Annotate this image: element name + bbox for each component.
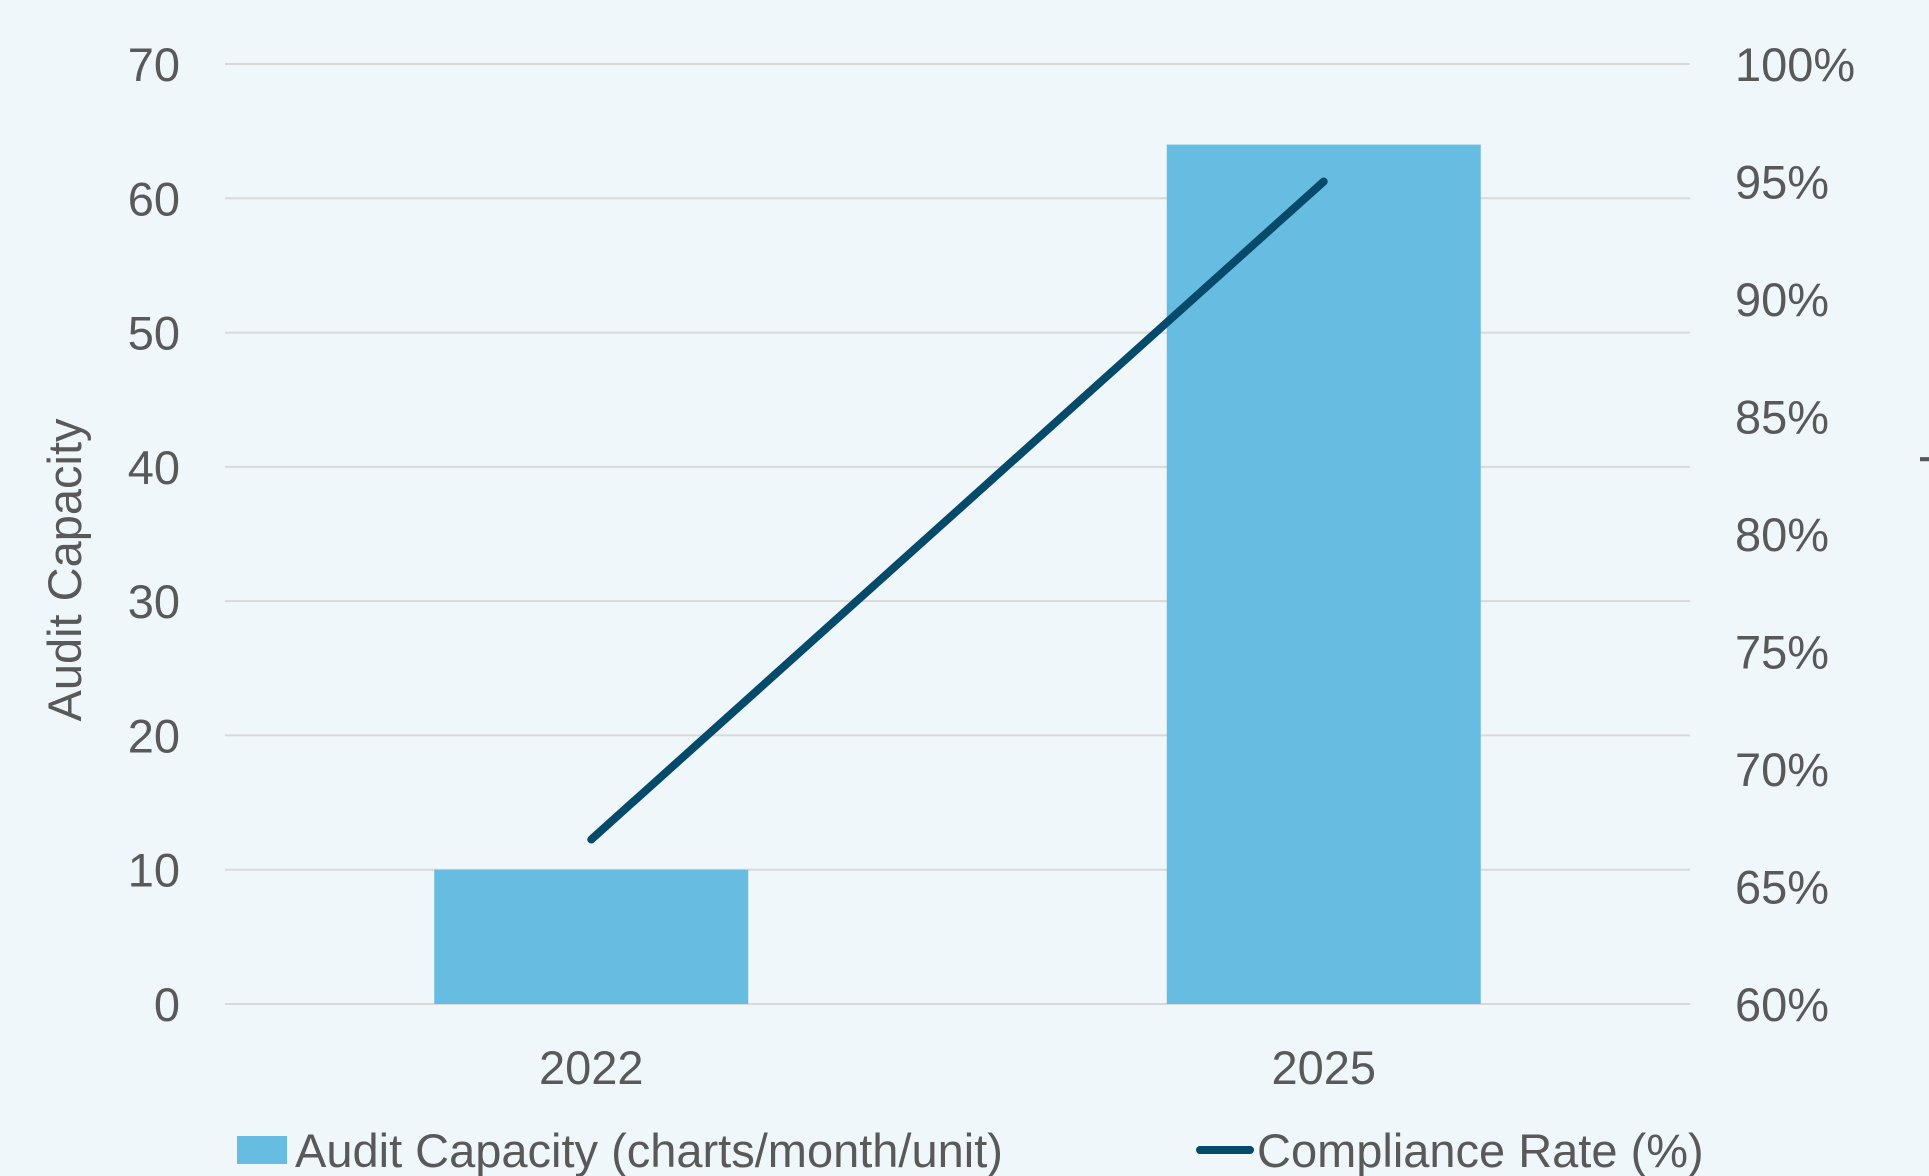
y-tick-label: 20 bbox=[128, 709, 180, 762]
y-tick-label: 50 bbox=[128, 307, 180, 360]
line-series bbox=[587, 177, 1328, 844]
y-tick-label: 40 bbox=[128, 441, 180, 494]
x-tick-label: 2025 bbox=[1271, 1041, 1376, 1094]
y-tick-label: 70 bbox=[128, 38, 180, 91]
y-axis-title: Audit Capacity bbox=[38, 418, 91, 722]
legend-bar-swatch bbox=[237, 1136, 287, 1164]
y-axis-ticks: 0 10 20 30 40 50 60 70 bbox=[128, 38, 180, 1031]
y-tick-label: 30 bbox=[128, 575, 180, 628]
bar-2025 bbox=[1166, 144, 1481, 1005]
x-tick-label: 2022 bbox=[539, 1041, 644, 1094]
y-tick-label: 60 bbox=[128, 172, 180, 225]
x-axis-ticks: 2022 2025 bbox=[539, 1041, 1376, 1094]
y-tick-label: 0 bbox=[154, 978, 180, 1031]
legend: Audit Capacity (charts/month/unit) Compl… bbox=[237, 1124, 1704, 1176]
y-tick-label: 10 bbox=[128, 844, 180, 897]
y2-tick-label: 80% bbox=[1735, 508, 1829, 561]
y2-tick-label: 65% bbox=[1735, 861, 1829, 914]
bar-series bbox=[434, 144, 1481, 1005]
y2-axis-title: Compliance Rate bbox=[1920, 355, 1929, 716]
bar-2022 bbox=[434, 869, 749, 1004]
y2-tick-label: 90% bbox=[1735, 273, 1829, 326]
legend-line-label: Compliance Rate (%) bbox=[1257, 1124, 1704, 1176]
compliance-rate-line bbox=[587, 177, 1328, 844]
y2-axis-ticks: 60% 65% 70% 75% 80% 85% 90% 95% 100% bbox=[1735, 38, 1855, 1031]
y2-tick-label: 60% bbox=[1735, 978, 1829, 1031]
y2-tick-label: 85% bbox=[1735, 391, 1829, 444]
y2-tick-label: 95% bbox=[1735, 156, 1829, 209]
y2-tick-label: 70% bbox=[1735, 743, 1829, 796]
y2-tick-label: 75% bbox=[1735, 626, 1829, 679]
legend-bar-label: Audit Capacity (charts/month/unit) bbox=[295, 1124, 1003, 1176]
y2-tick-label: 100% bbox=[1735, 38, 1855, 91]
